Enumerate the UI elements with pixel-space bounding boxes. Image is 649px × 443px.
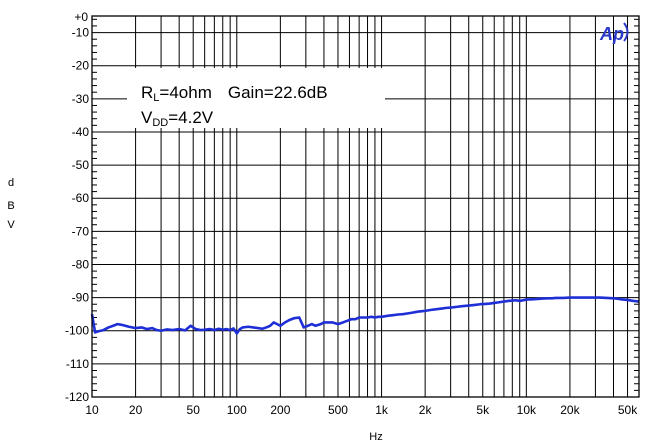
x-tick-label: 100	[227, 403, 247, 417]
y-tick-label: -90	[72, 291, 90, 305]
x-tick-label: 50	[187, 403, 201, 417]
x-axis-title: Hz	[369, 431, 382, 443]
x-tick-label: 5k	[476, 403, 490, 417]
svg-text:Ap: Ap	[599, 24, 624, 44]
y-tick-label: -70	[72, 224, 90, 238]
y-tick-label: -40	[72, 125, 90, 139]
y-tick-label: -10	[72, 26, 90, 40]
y-tick-label: -30	[72, 92, 90, 106]
y-axis-title-char: d	[8, 177, 14, 189]
x-tick-label: 20k	[560, 403, 580, 417]
top-tick-label: +0	[74, 10, 88, 24]
y-axis-title: d B V	[7, 177, 15, 231]
y-tick-label: -120	[65, 390, 89, 404]
x-tick-label: 500	[328, 403, 348, 417]
annotation-line-1: RL=4ohm Gain=22.6dB	[141, 83, 328, 104]
ap-logo: Ap	[599, 22, 629, 44]
plot-frame	[91, 15, 640, 398]
y-tick-label: -110	[66, 357, 89, 371]
y-axis-title-char: B	[7, 200, 14, 212]
x-tick-label: 50k	[618, 403, 638, 417]
x-tick-label: 10	[85, 403, 99, 417]
y-tick-label: -60	[72, 191, 90, 205]
x-tick-label: 10k	[517, 403, 537, 417]
x-tick-label: 200	[270, 403, 290, 417]
y-tick-label: -20	[72, 59, 90, 73]
annotation-box	[127, 68, 385, 128]
y-tick-label: -100	[65, 324, 89, 338]
x-tick-label: 2k	[419, 403, 433, 417]
y-axis-title-char: V	[7, 219, 15, 231]
y-tick-label: -50	[72, 158, 90, 172]
series-line	[90, 296, 640, 335]
tick-labels: -10-20-30-40-50-60-70-80-90-100-110-1201…	[65, 26, 638, 417]
annotation-line-2: VDD=4.2V	[141, 108, 214, 129]
x-tick-label: 1k	[375, 403, 389, 417]
y-tick-label: -80	[72, 257, 90, 271]
x-tick-label: 20	[129, 403, 143, 417]
